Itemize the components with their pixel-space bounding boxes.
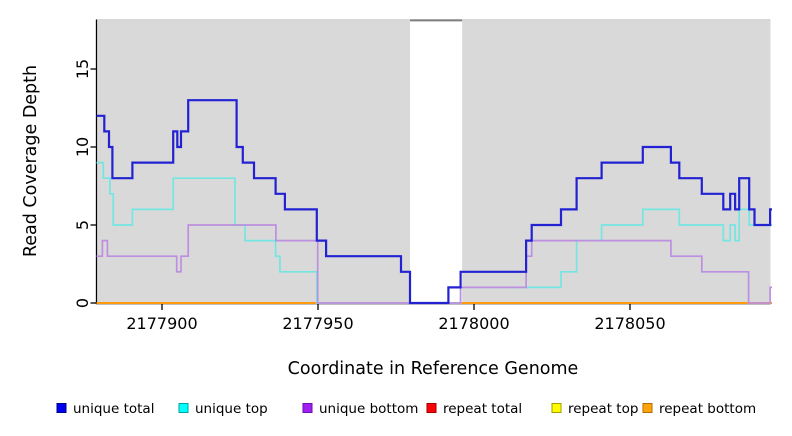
x-tick-label: 2178050 bbox=[594, 314, 665, 333]
y-tick-label: 5 bbox=[73, 220, 92, 230]
x-tick-label: 2177900 bbox=[126, 314, 197, 333]
y-axis-ticks: 0 5 10 15 bbox=[73, 59, 97, 308]
series-lines bbox=[96, 99, 772, 305]
legend-swatch-unique-total bbox=[56, 403, 67, 413]
legend-label: unique total bbox=[73, 401, 154, 417]
legend-item: unique top bbox=[178, 401, 268, 417]
legend-label: repeat total bbox=[443, 401, 522, 417]
y-tick-label: 0 bbox=[73, 298, 92, 308]
x-axis-ticks: 2177900 2177950 2178000 2178050 bbox=[126, 303, 666, 333]
legend-label: repeat top bbox=[568, 401, 638, 417]
legend-swatch-unique-top bbox=[178, 403, 189, 413]
series-line-unique-total bbox=[96, 99, 772, 305]
y-tick-label: 15 bbox=[73, 59, 92, 79]
series-line-unique-bottom bbox=[96, 224, 772, 304]
legend-label: repeat bottom bbox=[659, 401, 756, 417]
legend-item: repeat top bbox=[551, 401, 638, 417]
legend-swatch-repeat-bottom bbox=[642, 403, 653, 413]
legend-item: unique total bbox=[56, 401, 154, 417]
legend-item: unique bottom bbox=[302, 401, 418, 417]
masked-region bbox=[410, 19, 463, 304]
legend-label: unique top bbox=[195, 401, 268, 417]
legend: unique total unique top unique bottom repea… bbox=[56, 401, 756, 417]
legend-swatch-unique-bottom bbox=[302, 403, 313, 413]
legend-item: repeat bottom bbox=[642, 401, 756, 417]
x-tick-label: 2177950 bbox=[282, 314, 353, 333]
y-tick-label: 10 bbox=[73, 137, 92, 157]
legend-swatch-repeat-total bbox=[426, 403, 437, 413]
legend-label: unique bottom bbox=[319, 401, 418, 417]
x-tick-label: 2178000 bbox=[438, 314, 509, 333]
legend-swatch-repeat-top bbox=[551, 403, 562, 413]
x-axis-title: Coordinate in Reference Genome bbox=[288, 359, 579, 379]
legend-item: repeat total bbox=[426, 401, 522, 417]
y-axis-title: Read Coverage Depth bbox=[21, 65, 41, 257]
